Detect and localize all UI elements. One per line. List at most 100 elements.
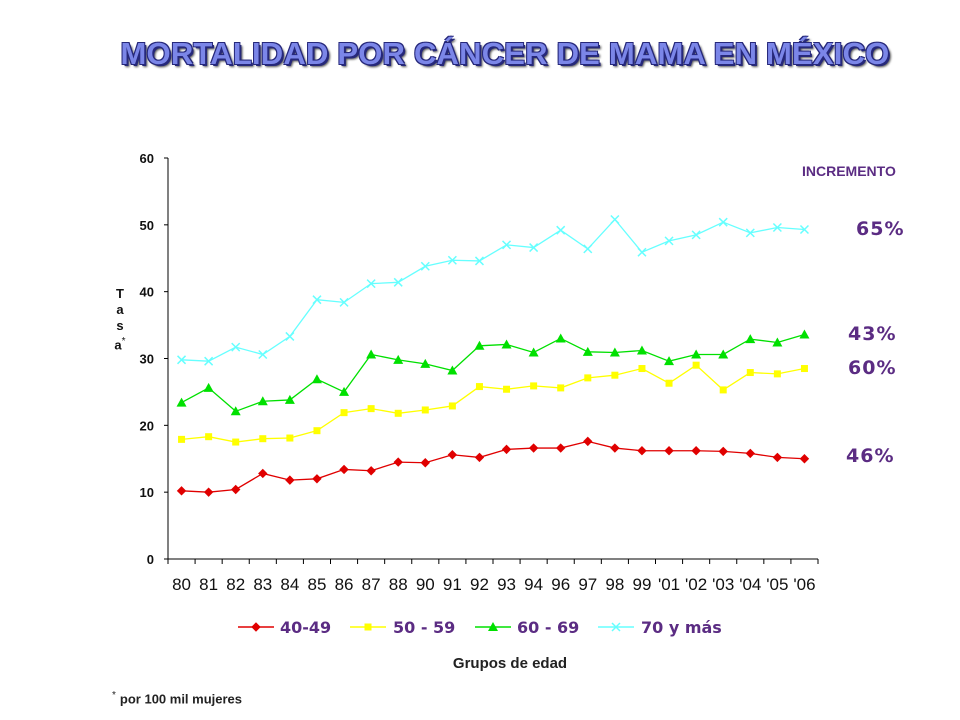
data-point (637, 247, 647, 257)
data-point (448, 402, 456, 410)
legend-label: 40-49 (280, 618, 331, 637)
data-point (609, 347, 620, 357)
y-tick-label: 20 (140, 418, 154, 433)
data-point (284, 394, 295, 404)
data-point (367, 405, 375, 413)
data-point (610, 443, 620, 453)
data-point (474, 340, 485, 350)
data-point (286, 434, 294, 442)
data-point (474, 452, 485, 463)
increment-70-plus: 65% (856, 218, 905, 240)
data-point (799, 454, 810, 464)
data-point (718, 349, 729, 359)
y-tick-label: 30 (140, 352, 154, 367)
x-tick-label: 88 (389, 575, 408, 594)
data-point (773, 370, 781, 378)
data-point (501, 444, 512, 455)
x-tick-label: 99 (632, 575, 651, 594)
data-point (799, 224, 809, 235)
data-point (311, 374, 322, 384)
data-point (503, 385, 511, 393)
data-point (203, 382, 214, 392)
data-point (718, 217, 728, 227)
footnote-marker: * (112, 690, 116, 701)
x-tick-label: 93 (497, 575, 516, 594)
data-point (557, 384, 565, 392)
y-axis-letter: s (116, 318, 124, 333)
data-point (556, 225, 566, 235)
data-point (393, 457, 403, 467)
data-point (285, 475, 295, 485)
data-point (339, 297, 349, 307)
data-point (772, 222, 782, 233)
data-point (502, 240, 512, 250)
data-point (475, 383, 483, 391)
data-point (420, 358, 431, 368)
data-point (799, 329, 810, 339)
footnote-text: por 100 mil mujeres (119, 691, 243, 707)
y-tick-label: 10 (140, 485, 154, 500)
y-tick-label: 50 (140, 218, 154, 233)
data-point (366, 466, 376, 476)
x-tick-label: '06 (793, 575, 815, 594)
data-point (555, 333, 566, 343)
series-line-1 (181, 364, 805, 443)
x-tick-label: 91 (443, 575, 462, 594)
data-point (205, 433, 213, 441)
x-tick-label: 96 (551, 575, 570, 594)
increment-header: INCREMENTO (802, 163, 896, 179)
data-point (420, 458, 430, 468)
data-point (178, 435, 186, 443)
data-point (745, 334, 756, 344)
data-point (420, 261, 430, 271)
legend-label: 70 y más (641, 618, 722, 637)
footnote: * por 100 mil mujeres (112, 690, 242, 706)
data-point (366, 279, 376, 289)
x-tick-label: 94 (524, 575, 543, 594)
data-point (176, 486, 187, 496)
data-point (583, 436, 593, 447)
data-point (665, 379, 673, 387)
x-tick-label: 98 (605, 575, 624, 594)
data-point (772, 452, 783, 463)
y-axis-letter: a* (114, 336, 126, 353)
data-point (313, 427, 321, 435)
data-point (259, 435, 267, 443)
data-point (611, 371, 619, 379)
data-point (583, 244, 593, 254)
y-tick-label: 60 (140, 151, 154, 166)
data-point (231, 342, 241, 352)
data-point (610, 214, 620, 225)
y-axis-label: T a s a* (110, 286, 130, 353)
legend-label: 60 - 69 (517, 618, 579, 637)
series-line-3 (181, 218, 805, 362)
data-point (528, 347, 539, 357)
y-tick-label: 0 (147, 552, 154, 567)
x-tick-label: 82 (226, 575, 245, 594)
data-point (474, 256, 484, 266)
legend-label: 50 - 59 (393, 618, 455, 637)
data-point (691, 446, 701, 456)
x-tick-label: 97 (578, 575, 597, 594)
data-point (584, 374, 592, 382)
x-tick-label: 81 (199, 575, 218, 594)
data-point (340, 409, 348, 417)
data-point (529, 243, 539, 253)
x-tick-label: 84 (280, 575, 299, 594)
increment-60-69: 43% (848, 323, 897, 345)
data-point (636, 345, 647, 355)
y-axis-letter: a (116, 302, 124, 317)
y-tick-label: 40 (140, 285, 154, 300)
x-tick-label: 92 (470, 575, 489, 594)
x-tick-label: 80 (172, 575, 191, 594)
data-point (312, 474, 322, 484)
series-line-2 (181, 333, 805, 413)
x-tick-label: '02 (685, 575, 707, 594)
data-point (719, 386, 727, 394)
data-point (691, 230, 701, 240)
x-tick-label: '04 (739, 575, 761, 594)
y-axis-letter: T (116, 286, 124, 301)
data-point (746, 369, 754, 377)
x-tick-label: '01 (658, 575, 680, 594)
